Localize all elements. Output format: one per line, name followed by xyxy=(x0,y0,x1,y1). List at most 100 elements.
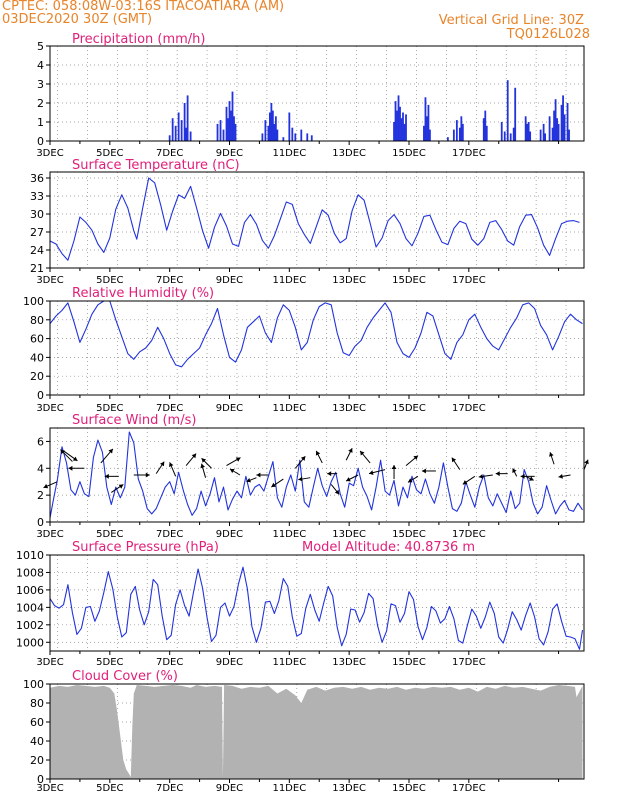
series-line xyxy=(49,177,580,261)
y-tick-label: 40 xyxy=(30,735,44,748)
y-tick-label: 33 xyxy=(30,190,44,203)
wind-arrow xyxy=(226,457,241,467)
wind-arrow-head xyxy=(462,480,468,485)
x-tick-label: 5DEC xyxy=(96,403,123,414)
precip-bar xyxy=(506,80,509,141)
precip-bar xyxy=(231,91,234,141)
panel-title: Surface Wind (m/s) xyxy=(72,413,196,428)
wind-arrow xyxy=(201,457,212,469)
plot-frame xyxy=(49,45,585,142)
precip-bar xyxy=(300,129,303,141)
y-tick-label: 4 xyxy=(37,462,44,475)
wind-arrow-head xyxy=(451,457,457,463)
wind-arrow-head xyxy=(145,472,150,478)
wind-arrow xyxy=(407,475,419,483)
precip-bar xyxy=(180,120,183,141)
wind-arrow-head xyxy=(584,459,589,465)
y-tick-label: 0 xyxy=(37,135,44,148)
x-tick-label: 13DEC xyxy=(332,783,366,794)
precip-bar xyxy=(230,110,232,141)
wind-arrow xyxy=(327,471,338,477)
precip-bar xyxy=(553,110,555,141)
precip-bar xyxy=(427,104,430,141)
precip-bar xyxy=(271,110,274,141)
precip-bar xyxy=(174,125,177,141)
y-tick-label: 0 xyxy=(37,516,44,529)
y-tick-label: 1002 xyxy=(16,619,44,632)
header-grid-line: Vertical Grid Line: 30Z xyxy=(438,13,584,28)
precip-bar xyxy=(270,103,273,141)
wind-arrow-head xyxy=(478,474,484,479)
precip-bar xyxy=(563,114,566,141)
wind-arrow xyxy=(421,468,436,474)
wind-arrow-head xyxy=(360,450,365,456)
x-tick-label: 17DEC xyxy=(452,275,486,286)
wind-arrow xyxy=(68,465,85,471)
panel-annotation: Model Altitude: 40.8736 m xyxy=(302,540,475,555)
wind-arrow-head xyxy=(246,478,251,483)
precip-bar xyxy=(306,133,309,141)
x-tick-label: 5DEC xyxy=(96,148,123,159)
x-tick-label: 7DEC xyxy=(156,275,183,286)
precip-bar xyxy=(405,114,407,141)
wind-arrow xyxy=(294,455,306,469)
panel-title: Precipitation (mm/h) xyxy=(72,32,205,47)
precip-bar xyxy=(484,110,487,141)
precip-bar xyxy=(189,131,192,141)
wind-arrow xyxy=(298,476,311,482)
panel-6: 0 20 40 60 80 100 Cloud Cover (%) 3DEC 5DEC 7DEC 9… xyxy=(23,669,585,794)
precip-bar xyxy=(548,116,551,141)
x-tick-label: 5DEC xyxy=(96,529,123,540)
panel-title: Relative Humidity (%) xyxy=(72,286,214,301)
x-tick-label: 7DEC xyxy=(156,783,183,794)
precip-bar xyxy=(393,122,395,141)
precip-bar xyxy=(512,127,515,141)
x-tick-label: 17DEC xyxy=(452,529,486,540)
wind-arrow-head xyxy=(118,484,124,489)
wind-arrow xyxy=(169,462,177,477)
precip-bar xyxy=(482,118,485,141)
precip-bar xyxy=(268,112,271,141)
x-tick-label: 7DEC xyxy=(156,148,183,159)
precip-bar xyxy=(544,133,547,141)
precip-bar xyxy=(168,135,171,141)
x-tick-label: 7DEC xyxy=(156,403,183,414)
wind-arrow-head xyxy=(160,461,165,467)
x-tick-label: 17DEC xyxy=(452,148,486,159)
wind-arrow-head xyxy=(369,470,374,475)
y-tick-label: 20 xyxy=(30,754,44,767)
header-model: TQ0126L028 xyxy=(506,27,590,42)
x-tick-label: 3DEC xyxy=(36,148,63,159)
wind-arrow-head xyxy=(108,448,113,454)
wind-arrow-head xyxy=(235,457,241,462)
cloud-area xyxy=(50,685,583,779)
y-tick-label: 1000 xyxy=(16,636,44,649)
wind-arrow-head xyxy=(72,456,78,461)
precip-bar xyxy=(310,135,313,141)
x-tick-label: 13DEC xyxy=(332,403,366,414)
wind-arrow xyxy=(345,474,359,482)
precip-bar xyxy=(225,106,228,141)
precip-bar xyxy=(460,116,463,141)
wind-arrow xyxy=(462,475,476,485)
y-tick-label: 21 xyxy=(30,262,44,275)
panel-title: Surface Temperature (nC) xyxy=(72,158,240,173)
wind-arrow xyxy=(451,457,461,470)
precip-bar xyxy=(396,110,398,141)
wind-arrow xyxy=(315,450,323,464)
wind-arrow-head xyxy=(256,472,261,478)
y-tick-label: 5 xyxy=(37,40,44,53)
y-tick-label: 3 xyxy=(37,78,44,91)
plot-frame xyxy=(49,171,585,269)
y-tick-label: 80 xyxy=(30,314,44,327)
x-tick-label: 9DEC xyxy=(216,148,243,159)
x-tick-label: 7DEC xyxy=(156,657,183,668)
wind-arrow xyxy=(256,472,269,478)
wind-arrow xyxy=(155,461,165,474)
wind-arrow-head xyxy=(391,465,397,469)
precip-bar xyxy=(228,101,231,141)
plot-area xyxy=(50,46,584,141)
precip-bar xyxy=(400,118,403,141)
plot-area xyxy=(50,301,584,395)
precip-bar xyxy=(562,95,564,141)
